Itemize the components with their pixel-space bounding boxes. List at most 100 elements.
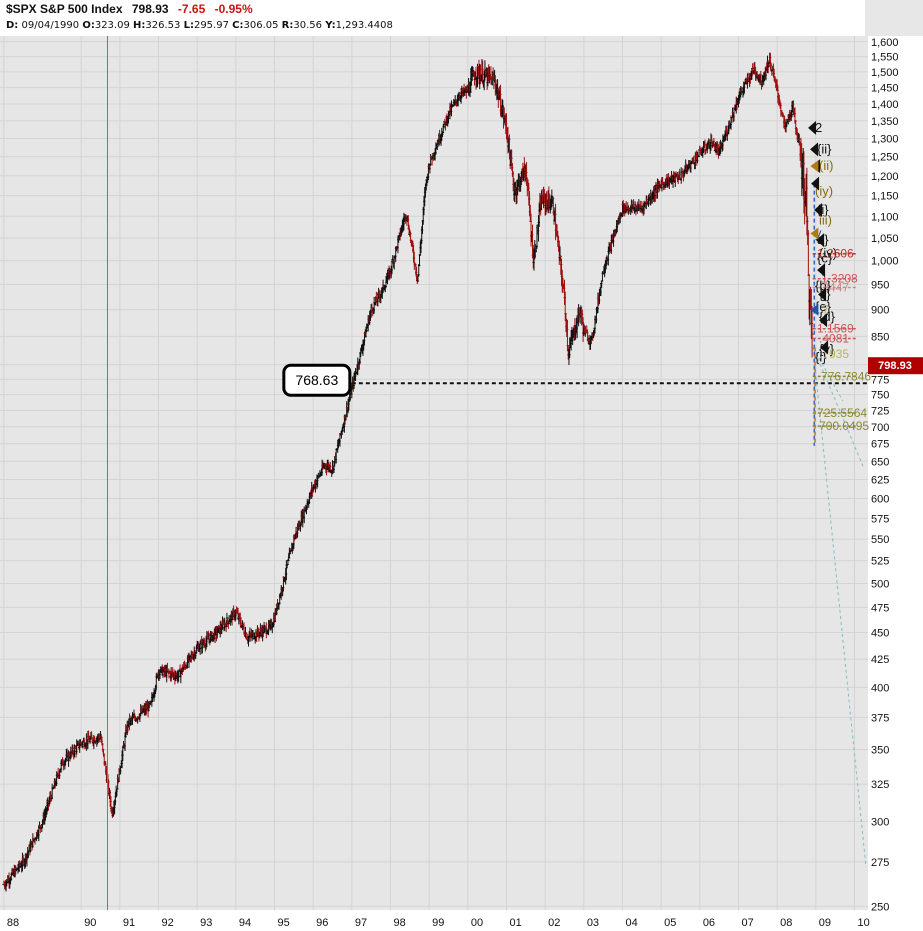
wave-label: {b}	[815, 278, 832, 293]
y-tick-label: 600	[871, 494, 889, 506]
y-tick-label: 775	[871, 374, 889, 386]
y-tick-label: 575	[871, 513, 889, 525]
y-tick-label: 850	[871, 331, 889, 343]
y-axis: 1,600 1,550 1,500 1,450 1,400 1,350 1,300 1,250…	[868, 37, 923, 913]
range-value: 30.56	[293, 20, 323, 31]
open-value: 323.09	[94, 20, 130, 31]
price-change-percent: -0.95%	[214, 2, 253, 16]
wave-label: {i}	[815, 350, 827, 365]
close-value: 306.05	[243, 20, 279, 31]
y-tick-label: 325	[871, 779, 889, 791]
wave-label: 1.3208	[821, 272, 858, 286]
wave-label: (iy)	[815, 184, 833, 199]
wave-marker	[810, 303, 819, 316]
low-value: 295.97	[193, 20, 229, 31]
y-tick-label: 525	[871, 556, 889, 568]
wave-label: (ii)	[819, 158, 833, 173]
y-tick-label: 1,100	[871, 211, 899, 223]
wave-label: 776.7846	[821, 369, 871, 383]
close-label: C:	[232, 20, 244, 31]
wave-marker	[818, 287, 827, 302]
wave-marker	[810, 142, 819, 157]
wave-marker	[817, 263, 826, 278]
y-label: Y:	[325, 20, 336, 31]
wave-label: 700.0495	[819, 419, 869, 433]
x-tick-label: 94	[239, 917, 251, 929]
header-right-panel	[865, 0, 923, 36]
y-tick-label: 1,350	[871, 116, 899, 128]
x-tick-label: 96	[316, 917, 328, 929]
y-tick-label: 900	[871, 305, 889, 317]
y-tick-label: 450	[871, 628, 889, 640]
x-tick-label: 91	[123, 917, 135, 929]
y-tick-label: 500	[871, 578, 889, 590]
wave-label: y	[815, 226, 822, 241]
x-tick-label: 90	[84, 917, 96, 929]
price-change: -7.65	[177, 2, 206, 16]
wave-label: (iv)	[819, 246, 837, 261]
y-tick-label: 1,600	[871, 37, 899, 49]
y-tick-label: 1,300	[871, 133, 899, 145]
wave-marker	[820, 340, 829, 355]
x-tick-label: 93	[200, 917, 212, 929]
x-tick-label: 04	[625, 917, 637, 929]
wave-marker	[810, 227, 819, 240]
y-value: 1,293.4408	[335, 20, 393, 31]
title-line: $SPX S&P 500 Index 798.93 -7.65 -0.95%	[6, 2, 253, 16]
last-price-tag-label: 798.93	[878, 360, 912, 372]
wave-label: 2	[815, 120, 822, 135]
low-label: L:	[183, 20, 194, 31]
grid-lines	[0, 36, 868, 910]
y-tick-label: 1,150	[871, 191, 899, 203]
y-tick-label: 1,450	[871, 83, 899, 95]
y-tick-label: 1,200	[871, 171, 899, 183]
wave-label: 1.2606	[817, 247, 854, 261]
wave-marker	[811, 176, 820, 191]
x-tick-label: 06	[703, 917, 715, 929]
y-tick-label: 675	[871, 439, 889, 451]
y-tick-label: 550	[871, 534, 889, 546]
y-tick-label: 250	[871, 901, 889, 913]
level-callout-label: 768.63	[295, 372, 338, 388]
y-tick-label: 375	[871, 712, 889, 724]
x-tick-label: 05	[664, 917, 676, 929]
range-label: R:	[281, 20, 294, 31]
price-bars	[2, 52, 814, 892]
y-tick-label: 1,000	[871, 256, 899, 268]
y-tick-label: 350	[871, 745, 889, 757]
high-value: 326.53	[145, 20, 181, 31]
y-tick-label: 950	[871, 280, 889, 292]
high-label: H:	[133, 20, 146, 31]
x-tick-label: 03	[587, 917, 599, 929]
wave-label: 725.5564	[817, 406, 867, 420]
ohlc-bar	[810, 305, 814, 358]
y-tick-label: 650	[871, 456, 889, 468]
wave-marker	[819, 313, 828, 328]
y-tick-label: 1,400	[871, 99, 899, 111]
plot-area[interactable]	[0, 36, 868, 910]
last-price-tag	[868, 357, 923, 375]
y-tick-label: 1,050	[871, 233, 899, 245]
annotation-overlay: 768.632{ii}(ii)(iy){i}iii)ya}(iv)1.2606{…	[106, 36, 871, 910]
wave-marker	[810, 160, 819, 173]
x-tick-label: 09	[819, 917, 831, 929]
x-tick-label: 97	[355, 917, 367, 929]
chart-header: $SPX S&P 500 Index 798.93 -7.65 -0.95% D…	[0, 0, 923, 36]
x-tick-label: 10	[857, 917, 869, 929]
y-tick-label: 475	[871, 602, 889, 614]
x-tick-label: 99	[432, 917, 444, 929]
x-axis: 88 90 91 92 93 94 95 96 97 98 99 00 01 02 03 04 05 06 07 08…	[7, 917, 870, 929]
x-tick-label: 01	[509, 917, 521, 929]
price-chart[interactable]: 768.632{ii}(ii)(iy){i}iii)ya}(iv)1.2606{…	[0, 36, 923, 931]
fib-projection-line	[812, 347, 865, 469]
wave-label: {ii}	[817, 141, 832, 156]
x-tick-label: 95	[278, 917, 290, 929]
wave-label: .7	[819, 303, 829, 317]
wave-label: iii)	[819, 213, 832, 228]
x-axis-panel	[0, 910, 868, 931]
wave-label: .3447	[819, 281, 849, 295]
date-label: D:	[6, 20, 19, 31]
wave-label: {c}	[817, 250, 833, 265]
y-tick-label: 1,500	[871, 67, 899, 79]
x-tick-label: 00	[471, 917, 483, 929]
